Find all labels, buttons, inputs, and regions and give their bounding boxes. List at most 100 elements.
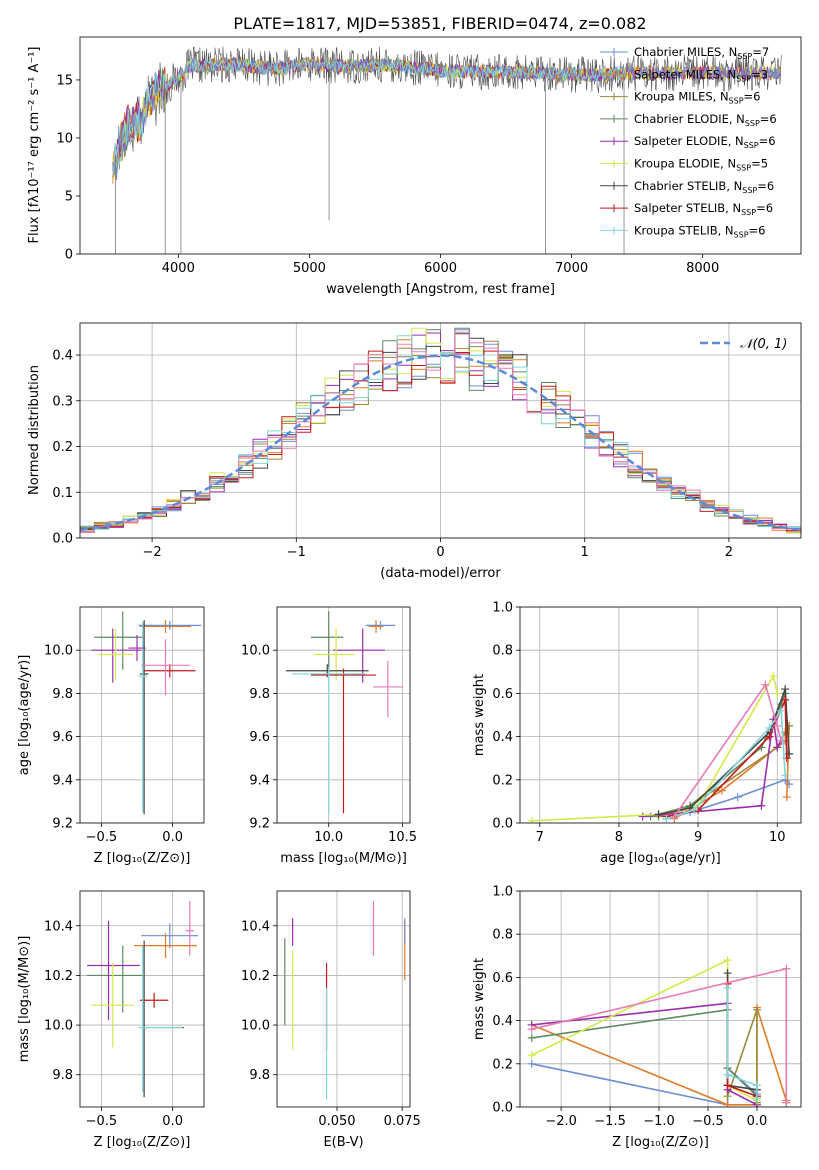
weight-marker (662, 814, 671, 823)
x-axis-label: wavelength [Angstrom, rest frame] (326, 282, 555, 297)
weight-marker (781, 695, 790, 704)
y-tick-label: 1.0 (492, 885, 513, 900)
weight-marker (773, 743, 782, 752)
x-tick-label: 10.0 (314, 830, 343, 845)
weight-marker (777, 706, 786, 715)
weight-series (662, 706, 790, 823)
x-tick-label: −2.0 (545, 1114, 577, 1129)
weight-marker (777, 736, 786, 745)
mass_vs_ebv-panel: 0.050 0.075 9.8 10.0 10.2 10.4 E(B-V) (241, 890, 421, 1150)
y-axis-label: mass weight (472, 674, 487, 756)
x-tick-label: −1.0 (643, 1114, 675, 1129)
residuals-plot-area (80, 323, 801, 538)
y-tick-label: 10 (56, 131, 73, 146)
errorbar-point (141, 923, 199, 949)
weight-marker (723, 969, 732, 978)
y-tick-label: 0.0 (492, 817, 513, 832)
spectrum-plot-area (112, 46, 782, 254)
spectrum-line (112, 55, 781, 180)
errorbar-point (291, 667, 366, 815)
spectrum-legend: Chabrier MILES, NSSP=7 Salpeter MILES, NS… (600, 45, 777, 239)
errorbar-point (139, 992, 169, 1008)
x-tick-label: 0.0 (747, 1114, 768, 1129)
y-tick-label: 10.4 (44, 919, 73, 934)
weight-series (527, 956, 761, 1105)
gaussian-curve (80, 354, 801, 532)
weight-series (662, 775, 794, 823)
y-tick-label: 0 (65, 248, 73, 263)
weight-series (527, 999, 761, 1107)
x-tick-label: 8000 (686, 261, 719, 276)
y-tick-label: 5 (65, 189, 73, 204)
x-axis-label: E(B-V) (323, 1135, 363, 1150)
x-tick-label: 10.5 (388, 830, 417, 845)
y-tick-label: 15 (56, 73, 73, 88)
weight-marker (773, 721, 782, 730)
axes-frame (276, 606, 411, 824)
mass_vs_Z-plot-area (80, 891, 204, 1107)
y-tick-label: 0.8 (492, 928, 513, 943)
weight-marker (773, 689, 782, 698)
errorbar-point (373, 661, 403, 718)
y-tick-label: 10.4 (241, 919, 270, 934)
x-tick-label: 0.075 (384, 1114, 421, 1129)
weight_vs_age-plot-area (520, 607, 801, 823)
errorbar-point (138, 621, 202, 630)
age_vs_Z-plot-area (80, 607, 204, 823)
weight-marker (782, 964, 791, 973)
x-tick-label: 1 (581, 545, 589, 560)
weight-marker (654, 810, 663, 819)
weight-marker (733, 793, 742, 802)
x-tick-label: 0 (436, 545, 444, 560)
errorbar-point (138, 622, 147, 813)
axes-frame (79, 36, 802, 255)
spectrum-line (112, 56, 781, 177)
histogram-step (80, 333, 801, 530)
legend-entry: Salpeter ELODIE, NSSP=6 (634, 134, 776, 150)
weight-marker (752, 1005, 761, 1014)
legend-entry: Kroupa ELODIE, NSSP=5 (634, 157, 768, 173)
errorbar-point (91, 628, 142, 683)
weight-series (670, 680, 786, 821)
weight_vs_Z-panel: −2.0 −1.5 −1.0 −0.5 0.0 0.0 0.2 0.4 0.6 0.8 1.0 Z [… (472, 885, 802, 1150)
weight-series (662, 695, 791, 821)
axes-frame (79, 606, 205, 824)
errorbar-point (87, 945, 145, 1013)
weight-marker (752, 1081, 761, 1090)
mass_vs_ebv-plot-area (277, 891, 410, 1107)
y-tick-label: 9.6 (52, 730, 73, 745)
weight-marker (757, 801, 766, 810)
age_vs_mass-plot-area (277, 607, 410, 823)
age_vs_Z-panel: −0.5 0.0 9.2 9.4 9.6 9.8 10.0 Z [log₁₀(Z/Z⊙)] ag… (17, 606, 205, 866)
x-axis-label: (data-model)/error (380, 566, 501, 581)
y-axis-label: age [log₁₀(age/yr)] (17, 655, 32, 776)
weight-marker (670, 812, 679, 821)
x-tick-label: 2 (725, 545, 733, 560)
mass_vs_Z-panel: −0.5 0.0 9.8 10.0 10.2 10.4 Z [log₁₀(Z/Z⊙)] mas… (17, 890, 205, 1150)
x-tick-label: 5000 (293, 261, 326, 276)
errorbar-point (128, 635, 146, 661)
weight-marker (769, 672, 778, 681)
weight-marker (717, 786, 726, 795)
errorbar-point (87, 920, 140, 1021)
weight-marker (723, 1081, 732, 1090)
axes-frame (276, 890, 411, 1108)
weight-marker (527, 1051, 536, 1060)
errorbar-point (98, 628, 133, 681)
y-tick-label: 0.2 (52, 440, 73, 455)
weight-marker (765, 723, 774, 732)
weight-marker (752, 1094, 761, 1103)
weight-marker (782, 1098, 791, 1107)
y-tick-label: 0.2 (492, 773, 513, 788)
weight-marker (723, 1100, 732, 1107)
y-tick-label: 10.0 (44, 1019, 73, 1034)
y-tick-label: 0.6 (492, 971, 513, 986)
y-tick-label: 9.6 (249, 730, 270, 745)
errorbar-point (310, 611, 344, 670)
y-tick-label: 1.0 (492, 601, 513, 616)
x-tick-label: −2 (143, 545, 162, 560)
legend-entry: Kroupa STELIB, NSSP=6 (634, 223, 765, 239)
y-axis-label: mass [log₁₀(M/M⊙)] (17, 936, 32, 1063)
weight_vs_age-panel: 7 8 9 10 0.0 0.2 0.4 0.6 0.8 1.0 age [log₁₀(age/yr… (472, 601, 802, 866)
